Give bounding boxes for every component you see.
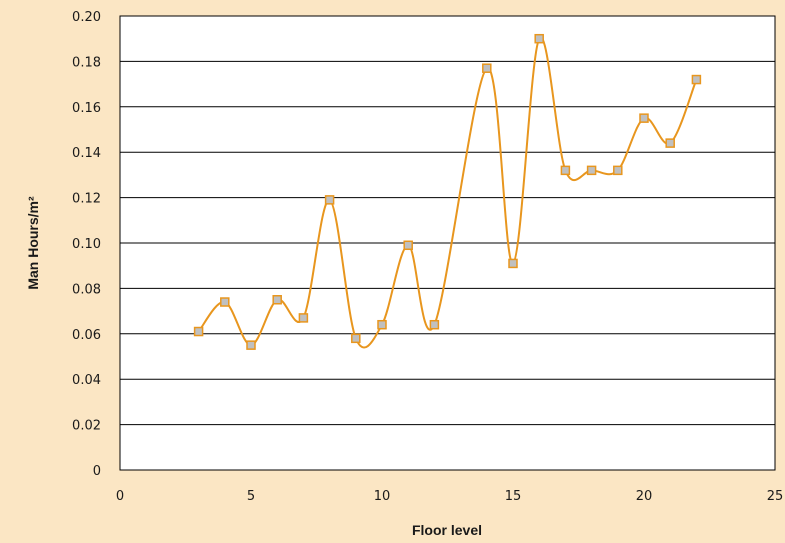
- data-point-marker: [508, 258, 518, 269]
- data-point-marker: [377, 319, 387, 330]
- data-point-marker: [534, 33, 544, 44]
- data-point-marker: [272, 295, 282, 305]
- y-tick-label: 0.06: [72, 328, 101, 343]
- data-point-marker: [298, 313, 309, 323]
- x-tick-label: 20: [636, 489, 653, 504]
- data-point-marker: [482, 63, 492, 73]
- data-point-marker: [324, 195, 335, 205]
- data-point-marker: [220, 297, 230, 307]
- y-tick-labels: 0 0.02 0.04 0.06 0.08 0.10 0.12 0.14 0.16 0.18 0.2…: [72, 10, 101, 479]
- x-tick-label: 10: [374, 489, 391, 504]
- y-axis-label: Man Hours/m²: [25, 196, 41, 290]
- x-tick-labels: 0 5 10 15 20 25: [116, 489, 783, 504]
- x-tick-label: 25: [767, 489, 784, 504]
- data-markers: [193, 33, 702, 350]
- data-point-marker: [691, 74, 702, 85]
- data-point-marker: [613, 165, 623, 176]
- data-point-marker: [246, 340, 256, 350]
- data-point-marker: [665, 138, 675, 148]
- y-tick-label: 0.08: [72, 282, 101, 297]
- data-point-marker: [586, 165, 597, 176]
- gridlines: [120, 15, 775, 471]
- y-tick-label: 0.04: [72, 373, 101, 388]
- y-tick-label: 0.18: [72, 55, 101, 70]
- y-tick-label: 0.14: [72, 146, 101, 161]
- y-tick-label: 0.10: [72, 237, 101, 252]
- data-point-marker: [560, 165, 571, 176]
- y-tick-label: 0.02: [72, 419, 101, 434]
- y-tick-label: 0.16: [72, 101, 101, 116]
- data-point-marker: [193, 326, 204, 337]
- x-tick-label: 0: [116, 489, 124, 504]
- data-point-marker: [639, 113, 649, 123]
- x-tick-label: 5: [247, 489, 255, 504]
- data-point-marker: [403, 240, 413, 251]
- data-point-marker: [351, 333, 361, 344]
- y-tick-label: 0.20: [72, 10, 101, 25]
- data-point-marker: [429, 319, 440, 330]
- y-tick-label: 0.12: [72, 192, 101, 207]
- y-tick-label: 0: [93, 464, 101, 479]
- x-tick-label: 15: [505, 489, 522, 504]
- x-axis-label: Floor level: [412, 522, 482, 538]
- series-line: [197, 36, 698, 349]
